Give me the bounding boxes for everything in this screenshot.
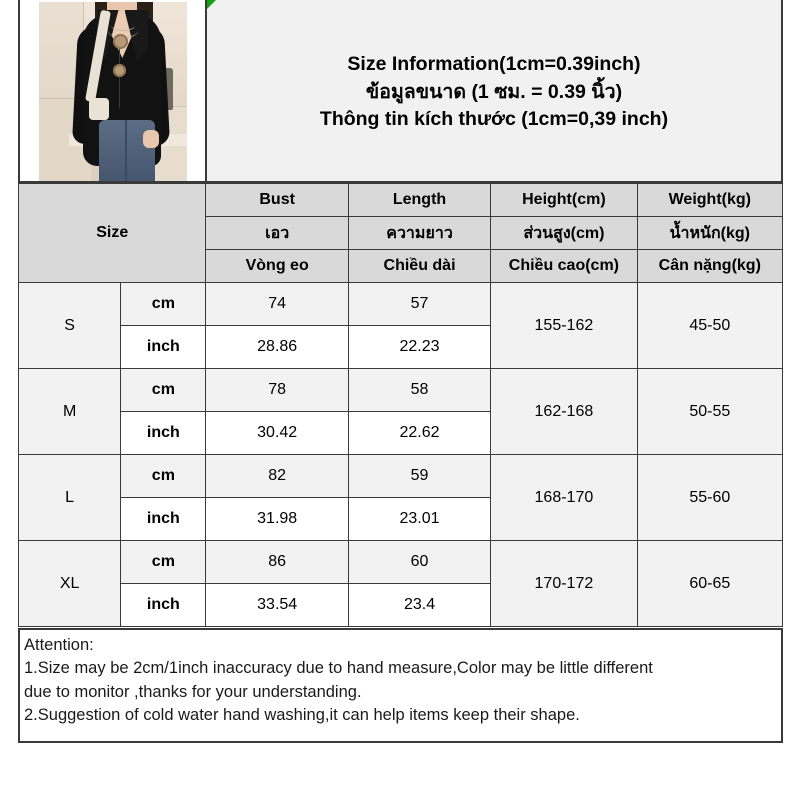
photo-jeans xyxy=(98,120,155,181)
header-size-label: Size xyxy=(17,183,207,283)
header-weight-vi: Cân nặng(kg) xyxy=(636,249,784,283)
title-line-english: Size Information(1cm=0.39inch) xyxy=(347,52,641,75)
length-inch-m: 22.62 xyxy=(347,411,492,455)
bust-inch-m: 30.42 xyxy=(205,411,349,455)
title-block: Size Information(1cm=0.39inch) ข้อมูลขนา… xyxy=(320,51,668,134)
photo-button-lower xyxy=(112,64,126,77)
attention-item2: 2.Suggestion of cold water hand washing,… xyxy=(24,706,580,725)
length-cm-m: 58 xyxy=(347,368,492,412)
header-length-vi: Chiều dài xyxy=(347,249,492,283)
weight-range-xl: 60-65 xyxy=(636,540,784,627)
size-table: Size Bust Length Height(cm) Weight(kg) เ… xyxy=(17,183,784,627)
attention-item1-line1: 1.Size may be 2cm/1inch inaccuracy due t… xyxy=(24,659,653,678)
unit-cm-s: cm xyxy=(120,282,207,326)
header-weight-th: น้ำหนัก(kg) xyxy=(636,216,784,250)
bust-cm-l: 82 xyxy=(205,454,349,498)
height-range-xl: 170-172 xyxy=(490,540,638,627)
header-length-th: ความยาว xyxy=(347,216,492,250)
header-bust-th: เอว xyxy=(205,216,349,250)
height-range-m: 162-168 xyxy=(490,368,638,455)
table-row: inch 31.98 23.01 xyxy=(19,497,783,541)
header-row-english: Size Bust Length Height(cm) Weight(kg) xyxy=(17,183,784,283)
unit-cm-m: cm xyxy=(120,368,207,412)
length-cm-s: 57 xyxy=(347,282,492,326)
table-row: L cm 82 59 168-170 55-60 xyxy=(17,454,784,541)
unit-cm-l: cm xyxy=(120,454,207,498)
size-label-m: M xyxy=(17,368,122,455)
bust-inch-xl: 33.54 xyxy=(205,583,349,627)
weight-range-s: 45-50 xyxy=(636,282,784,369)
length-inch-xl: 23.4 xyxy=(347,583,492,627)
product-photo-cell xyxy=(20,0,207,181)
header-bust-vi: Vòng eo xyxy=(205,249,349,283)
photo-front-seam xyxy=(118,46,120,108)
photo-model-hand xyxy=(142,130,159,148)
table-row: inch 33.54 23.4 xyxy=(19,583,783,627)
title-cell: Size Information(1cm=0.39inch) ข้อมูลขนา… xyxy=(207,0,781,181)
header-section: Size Information(1cm=0.39inch) ข้อมูลขนา… xyxy=(18,0,783,183)
header-weight-en: Weight(kg) xyxy=(636,183,784,217)
title-line-vietnamese: Thông tin kích thước (1cm=0,39 inch) xyxy=(319,108,669,131)
bust-inch-s: 28.86 xyxy=(205,325,349,369)
weight-range-l: 55-60 xyxy=(636,454,784,541)
length-inch-l: 23.01 xyxy=(347,497,492,541)
height-range-s: 155-162 xyxy=(490,282,638,369)
attention-item1-line2: due to monitor ,thanks for your understa… xyxy=(24,682,362,701)
length-cm-xl: 60 xyxy=(347,540,492,584)
height-range-l: 168-170 xyxy=(490,454,638,541)
bust-cm-xl: 86 xyxy=(205,540,349,584)
unit-inch-m: inch xyxy=(120,411,207,455)
table-row: XL cm 86 60 170-172 60-65 xyxy=(17,540,784,627)
header-bust-en: Bust xyxy=(205,183,349,217)
table-row: S cm 74 57 155-162 45-50 xyxy=(17,282,784,369)
header-height-vi: Chiều cao(cm) xyxy=(490,249,638,283)
table-row: M cm 78 58 162-168 50-55 xyxy=(17,368,784,455)
length-inch-s: 22.23 xyxy=(347,325,492,369)
photo-jeans-fold xyxy=(124,120,127,181)
header-row-vietnamese: Vòng eo Chiều dài Chiều cao(cm) Cân nặng… xyxy=(19,249,784,283)
size-label-xl: XL xyxy=(17,540,122,627)
weight-range-m: 50-55 xyxy=(636,368,784,455)
product-photo xyxy=(38,2,187,181)
header-height-th: ส่วนสูง(cm) xyxy=(490,216,638,250)
unit-inch-s: inch xyxy=(120,325,207,369)
bust-cm-s: 74 xyxy=(205,282,349,326)
unit-cm-xl: cm xyxy=(120,540,207,584)
title-line-thai: ข้อมูลขนาด (1 ซม. = 0.39 นิ้ว) xyxy=(365,80,623,103)
photo-button-upper xyxy=(112,34,128,49)
bust-inch-l: 31.98 xyxy=(205,497,349,541)
size-label-s: S xyxy=(17,282,122,369)
photo-handbag xyxy=(88,98,109,120)
attention-heading: Attention: xyxy=(24,636,94,654)
header-length-en: Length xyxy=(347,183,492,217)
size-label-l: L xyxy=(17,454,122,541)
attention-section: Attention: 1.Size may be 2cm/1inch inacc… xyxy=(18,628,783,743)
bust-cm-m: 78 xyxy=(205,368,349,412)
table-row: inch 28.86 22.23 xyxy=(19,325,783,369)
unit-inch-xl: inch xyxy=(120,583,207,627)
comment-flag-icon xyxy=(207,0,216,9)
unit-inch-l: inch xyxy=(120,497,207,541)
header-row-thai: เอว ความยาว ส่วนสูง(cm) น้ำหนัก(kg) xyxy=(19,216,784,250)
length-cm-l: 59 xyxy=(347,454,492,498)
header-height-en: Height(cm) xyxy=(490,183,638,217)
